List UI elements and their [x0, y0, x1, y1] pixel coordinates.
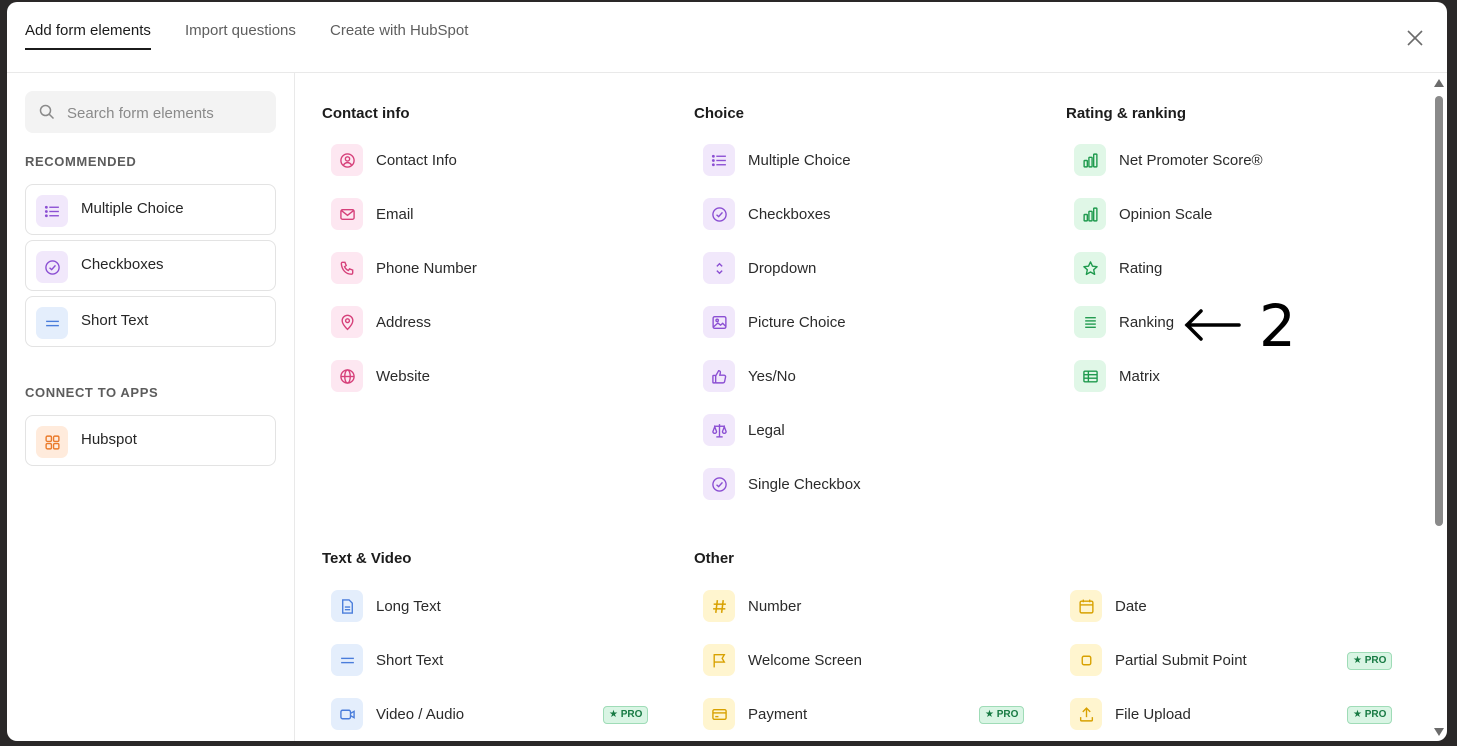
- scrollbar[interactable]: [1434, 78, 1444, 737]
- recommended-checkboxes[interactable]: Checkboxes: [25, 240, 276, 291]
- tab-import-questions[interactable]: Import questions: [185, 22, 296, 39]
- element-label: Address: [376, 314, 432, 331]
- sidebar-item-label: Multiple Choice: [81, 200, 184, 217]
- lines-icon: [1074, 306, 1106, 338]
- element-label: Date: [1115, 598, 1147, 615]
- section-title-contact-info: Contact info: [322, 105, 410, 122]
- recommended-short-text[interactable]: Short Text: [25, 296, 276, 347]
- element-label: Picture Choice: [748, 314, 846, 331]
- hash-icon: [703, 590, 735, 622]
- element-label: Payment: [748, 706, 808, 723]
- app-hubspot[interactable]: Hubspot: [25, 415, 276, 466]
- element-label: Phone Number: [376, 260, 477, 277]
- sidebar-item-label: Short Text: [81, 312, 149, 329]
- element-label: Legal: [748, 422, 785, 439]
- equals-icon: [36, 307, 68, 339]
- check-circle-icon: [703, 468, 735, 500]
- close-icon: [1407, 30, 1423, 46]
- document-icon: [331, 590, 363, 622]
- left-arrow-icon: [1184, 309, 1241, 341]
- recommended-multiple-choice[interactable]: Multiple Choice: [25, 184, 276, 235]
- element-label: Website: [376, 368, 430, 385]
- user-circle-icon: [331, 144, 363, 176]
- search-icon: [39, 104, 55, 120]
- pro-badge: ★ PRO: [1347, 706, 1393, 724]
- element-label: Yes/No: [748, 368, 796, 385]
- element-label: Contact Info: [376, 152, 457, 169]
- thumbs-up-icon: [703, 360, 735, 392]
- element-label: Email: [376, 206, 414, 223]
- calendar-icon: [1070, 590, 1102, 622]
- envelope-icon: [331, 198, 363, 230]
- sidebar: RECOMMENDED Multiple Choice Checkboxes S…: [7, 73, 295, 741]
- tab-add-form-elements[interactable]: Add form elements: [25, 22, 151, 50]
- sidebar-item-label: Checkboxes: [81, 256, 164, 273]
- list-icon: [703, 144, 735, 176]
- annotation-number: 2: [1259, 292, 1296, 360]
- star-icon: [1074, 252, 1106, 284]
- bar-chart-icon: [1074, 198, 1106, 230]
- element-label: Short Text: [376, 652, 444, 669]
- element-label: Partial Submit Point: [1115, 652, 1247, 669]
- scroll-up-icon[interactable]: [1434, 78, 1444, 88]
- section-title-other: Other: [694, 550, 735, 567]
- check-circle-icon: [703, 198, 735, 230]
- phone-icon: [331, 252, 363, 284]
- annotation-marker: 2: [1183, 292, 1303, 360]
- connect-to-apps-heading: CONNECT TO APPS: [25, 385, 159, 400]
- list-icon: [36, 195, 68, 227]
- pro-badge: ★ PRO: [1347, 652, 1393, 670]
- equals-icon: [331, 644, 363, 676]
- credit-card-icon: [703, 698, 735, 730]
- element-label: Dropdown: [748, 260, 817, 277]
- element-label: Checkboxes: [748, 206, 831, 223]
- element-label: Net Promoter Score®: [1119, 152, 1263, 169]
- pro-badge: ★ PRO: [979, 706, 1025, 724]
- element-label: File Upload: [1115, 706, 1191, 723]
- bar-chart-icon: [1074, 144, 1106, 176]
- element-label: Rating: [1119, 260, 1163, 277]
- grid-icon: [36, 426, 68, 458]
- element-label: Matrix: [1119, 368, 1160, 385]
- search-box: [25, 91, 276, 135]
- element-label: Single Checkbox: [748, 476, 861, 493]
- search-input[interactable]: [65, 91, 269, 135]
- scale-icon: [703, 414, 735, 446]
- check-circle-icon: [36, 251, 68, 283]
- element-label: Multiple Choice: [748, 152, 851, 169]
- element-label: Ranking: [1119, 314, 1175, 331]
- globe-icon: [331, 360, 363, 392]
- video-icon: [331, 698, 363, 730]
- add-form-elements-modal: Add form elements Import questions Creat…: [7, 2, 1447, 741]
- sidebar-item-label: Hubspot: [81, 431, 137, 448]
- scroll-thumb[interactable]: [1435, 96, 1443, 526]
- chevron-updown-icon: [703, 252, 735, 284]
- scroll-down-icon[interactable]: [1434, 727, 1444, 737]
- upload-icon: [1070, 698, 1102, 730]
- element-label: Number: [748, 598, 802, 615]
- section-title-text-video: Text & Video: [322, 550, 412, 567]
- element-label: Video / Audio: [376, 706, 465, 723]
- pro-badge: ★ PRO: [603, 706, 649, 724]
- table-icon: [1074, 360, 1106, 392]
- element-label: Welcome Screen: [748, 652, 862, 669]
- map-pin-icon: [331, 306, 363, 338]
- close-button[interactable]: [1403, 26, 1427, 50]
- element-label: Opinion Scale: [1119, 206, 1213, 223]
- tab-bar: Add form elements Import questions Creat…: [7, 2, 1447, 73]
- form-elements-panel: Contact info Contact Info Email Phone Nu…: [295, 73, 1447, 741]
- image-icon: [703, 306, 735, 338]
- section-title-choice: Choice: [694, 105, 745, 122]
- tab-create-with-hubspot[interactable]: Create with HubSpot: [330, 22, 469, 39]
- square-icon: [1070, 644, 1102, 676]
- section-title-rating-ranking: Rating & ranking: [1066, 105, 1187, 122]
- element-label: Long Text: [376, 598, 441, 615]
- recommended-heading: RECOMMENDED: [25, 154, 137, 169]
- flag-icon: [703, 644, 735, 676]
